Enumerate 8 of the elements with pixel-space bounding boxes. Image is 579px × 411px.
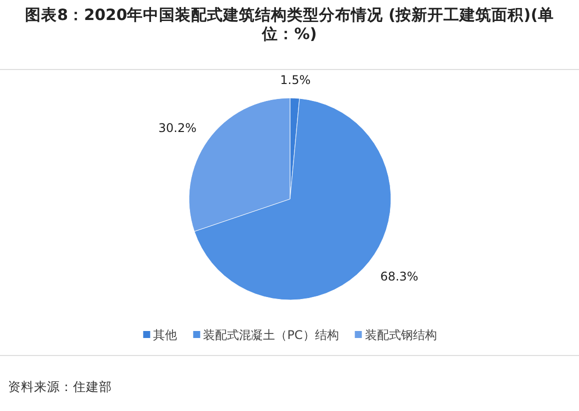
legend-label: 装配式混凝土（PC）结构 bbox=[203, 328, 339, 342]
data-label: 30.2% bbox=[158, 120, 197, 135]
data-label: 1.5% bbox=[280, 73, 311, 88]
data-label: 68.3% bbox=[380, 269, 418, 284]
chart-title: 图表8：2020年中国装配式建筑结构类型分布情况 (按新开工建筑面积)(单位：%) bbox=[25, 6, 554, 44]
text: 资料来源：住建部 bbox=[8, 379, 112, 396]
legend-label: 装配式钢结构 bbox=[364, 328, 437, 342]
legend-label: 其他 bbox=[153, 328, 178, 342]
